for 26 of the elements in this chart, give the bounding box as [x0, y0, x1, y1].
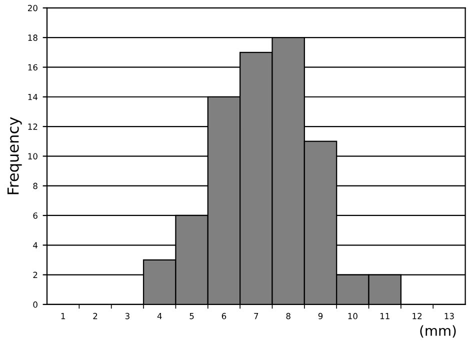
- x-tick-label: 11: [380, 313, 390, 320]
- x-axis-title: (mm): [420, 325, 456, 338]
- x-tick-label: 6: [222, 312, 226, 320]
- x-tick-label: 3: [125, 312, 130, 320]
- x-tick-label: 12: [412, 312, 422, 320]
- y-tick-label: 16: [28, 64, 38, 70]
- y-tick-label: 8: [33, 182, 38, 190]
- x-tick-label: 8: [286, 312, 290, 320]
- x-tick-label: 5: [190, 313, 194, 320]
- y-tick-label: 6: [33, 212, 38, 219]
- y-tick-label: 20: [28, 4, 38, 12]
- x-tick-label: 2: [93, 312, 98, 320]
- y-tick-label: 18: [28, 34, 38, 41]
- x-tick-label: 4: [157, 313, 162, 320]
- y-tick-label: 2: [33, 272, 38, 278]
- y-tick-label: 10: [28, 153, 38, 160]
- y-tick-label: 0: [33, 301, 38, 308]
- x-tick-label: 10: [348, 312, 358, 320]
- x-tick-label: 7: [254, 313, 258, 320]
- y-tick-label: 12: [28, 124, 38, 130]
- x-tick-label: 13: [444, 312, 454, 320]
- x-tick-label: 1: [61, 313, 65, 320]
- y-tick-label: 4: [33, 242, 38, 248]
- x-tick-label: 9: [318, 312, 323, 320]
- y-tick-label: 14: [28, 94, 38, 100]
- y-axis-title: Frequency: [7, 117, 22, 194]
